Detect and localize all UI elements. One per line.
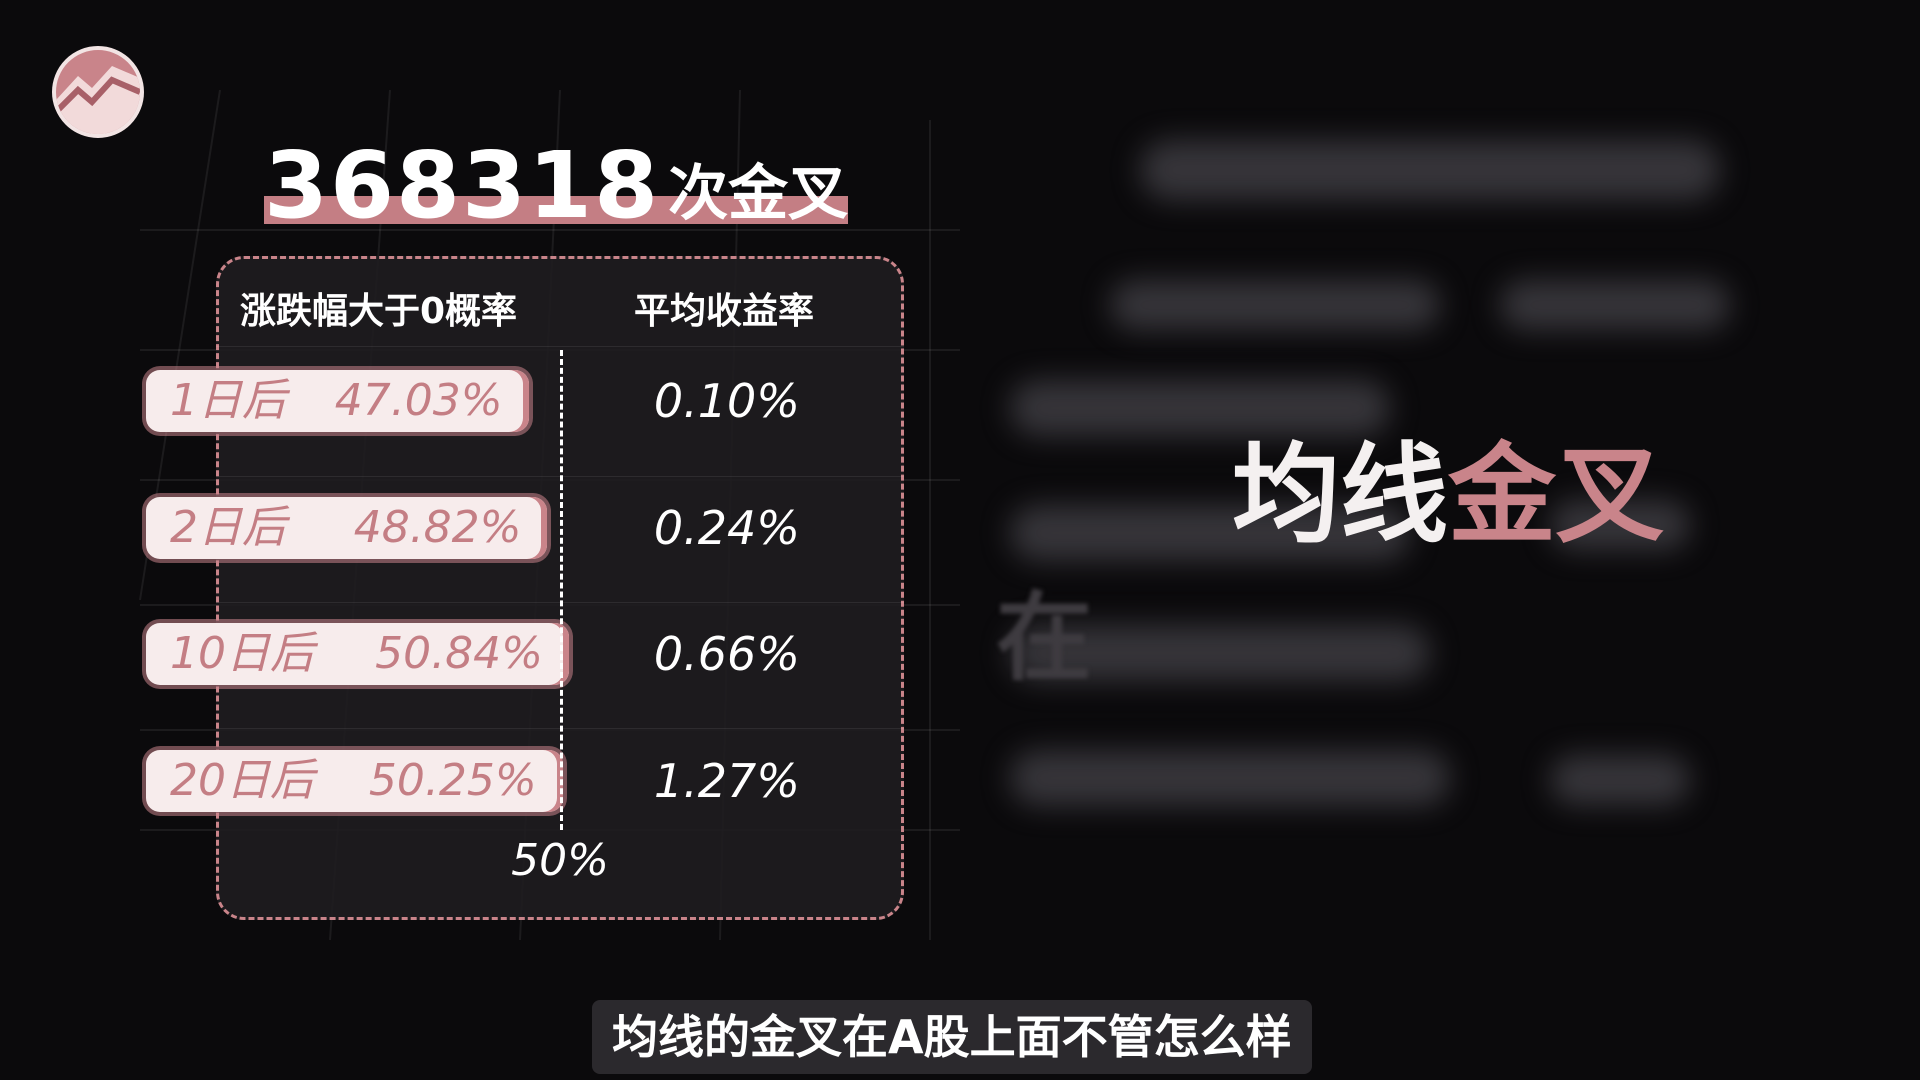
average-return-value: 0.10% xyxy=(620,370,800,432)
side-title: 均线金叉 xyxy=(1232,408,1664,564)
subtitle-caption: 均线的金叉在A股上面不管怎么样 xyxy=(592,1000,1312,1074)
average-return-value: 0.24% xyxy=(620,497,800,559)
average-return-value: 0.66% xyxy=(620,623,800,685)
headline: 368318 次金叉 xyxy=(264,136,848,236)
blurred-element xyxy=(1550,755,1690,805)
column-header-average-return: 平均收益率 xyxy=(634,282,814,334)
blurred-character: 在 xyxy=(996,560,1092,699)
row-divider xyxy=(216,346,904,347)
probability-bar: 20日后 50.25% xyxy=(146,750,563,812)
probability-value: 48.82% xyxy=(354,497,522,559)
probability-bar: 10日后 50.84% xyxy=(146,623,569,685)
threshold-line xyxy=(560,350,563,830)
crossover-unit: 次金叉 xyxy=(668,152,848,236)
trend-logo-icon xyxy=(52,46,144,138)
row-label: 1日后 xyxy=(170,370,286,432)
row-label: 10日后 xyxy=(170,623,314,685)
average-return-value: 1.27% xyxy=(620,750,800,812)
blurred-element xyxy=(1500,280,1730,330)
probability-bar: 1日后 47.03% xyxy=(146,370,529,432)
side-title-white: 均线 xyxy=(1232,433,1448,558)
probability-bar: 2日后 48.82% xyxy=(146,497,547,559)
row-label: 20日后 xyxy=(170,750,314,812)
row-label: 2日后 xyxy=(170,497,286,559)
blurred-element xyxy=(1110,280,1440,330)
blurred-element xyxy=(1140,140,1720,200)
probability-value: 47.03% xyxy=(335,370,503,432)
blurred-element xyxy=(1010,750,1450,806)
crossover-count: 368318 xyxy=(264,136,660,236)
side-title-pink: 金叉 xyxy=(1448,433,1664,558)
threshold-label: 50% xyxy=(500,835,620,886)
probability-value: 50.25% xyxy=(369,750,537,812)
probability-value: 50.84% xyxy=(375,623,543,685)
column-header-probability: 涨跌幅大于0概率 xyxy=(240,282,517,334)
